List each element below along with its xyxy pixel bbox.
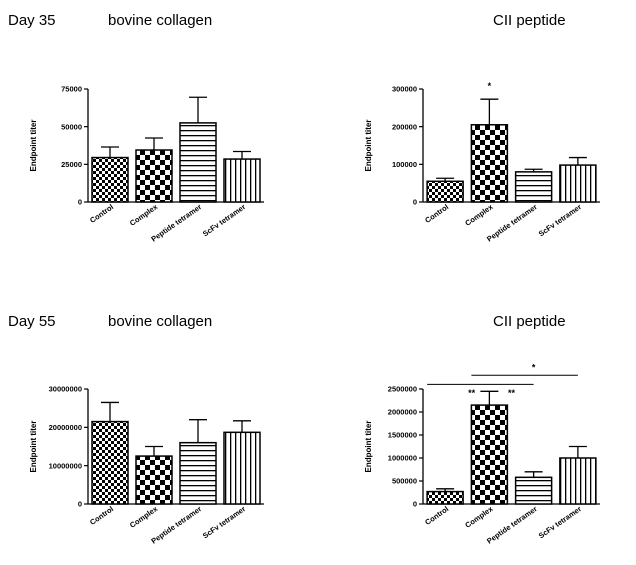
significance-marker: * [532,363,536,373]
category-label: ScFv tetramer [537,202,583,238]
category-label: Complex [128,202,160,228]
bar-complex [470,404,509,505]
y-tick-label: 0 [78,500,82,509]
y-axis-label: Endpoint titer [29,421,38,473]
y-tick-label: 50000 [61,122,82,131]
category-label: Complex [463,504,495,530]
chart-panel-2: 0 10000000 20000000 30000000 Endpoint titer C… [29,385,264,546]
day35-bovine-title: bovine collagen [108,12,213,29]
y-tick-label: 30000000 [49,385,82,394]
category-label: Control [423,504,450,527]
bar-control [426,180,464,203]
chart-panel-0: 0 25000 50000 75000 Endpoint titer Control Com… [29,85,264,244]
category-label: Complex [463,202,495,228]
y-tick-label: 1000000 [388,454,417,463]
bar-scfv-tetramer [223,158,261,203]
bar-control [426,490,464,505]
bar-peptide-tetramer [179,441,217,505]
significance-marker: ** [508,388,516,398]
bar-scfv-tetramer [223,431,261,505]
chart-panel-1: 0 100000 200000 300000 Endpoint titer Control… [364,81,600,244]
day55-label: Day 55 [8,313,56,330]
y-tick-label: 10000000 [49,461,82,470]
category-label: Complex [128,504,160,530]
bar-peptide-tetramer [179,122,217,203]
y-tick-label: 500000 [392,477,417,486]
day35-label: Day 35 [8,12,56,29]
bar-scfv-tetramer [559,164,597,203]
y-tick-label: 2500000 [388,385,417,394]
y-tick-label: 0 [78,198,82,207]
category-label: ScFv tetramer [201,202,247,238]
y-tick-label: 0 [413,500,417,509]
bar-peptide-tetramer [514,171,553,203]
category-label: ScFv tetramer [537,504,583,540]
bar-complex [470,124,509,203]
y-tick-label: 25000 [61,160,82,169]
y-tick-label: 100000 [392,160,417,169]
bar-complex [135,455,173,505]
day35-cii-title: CII peptide [493,12,566,29]
bar-scfv-tetramer [559,457,597,505]
y-tick-label: 1500000 [388,431,417,440]
category-label: ScFv tetramer [201,504,247,540]
chart-panel-3: 0 500000 1000000 1500000 2000000 2500000 Endpo… [364,363,600,546]
y-tick-label: 200000 [392,122,417,131]
significance-marker: * [488,81,492,91]
y-tick-label: 2000000 [388,408,417,417]
day55-cii-title: CII peptide [493,313,566,330]
category-label: Control [88,504,115,527]
y-axis-label: Endpoint titer [364,421,373,473]
bar-peptide-tetramer [514,476,553,505]
bar-complex [135,149,173,203]
significance-marker: ** [468,388,476,398]
day55-bovine-title: bovine collagen [108,313,213,330]
y-tick-label: 75000 [61,85,82,94]
bar-control [91,156,129,203]
y-axis-label: Endpoint titer [29,120,38,172]
bar-control [91,420,129,505]
category-label: Control [423,202,450,225]
y-tick-label: 20000000 [49,423,82,432]
y-axis-label: Endpoint titer [364,120,373,172]
category-label: Control [88,202,115,225]
y-tick-label: 300000 [392,85,417,94]
y-tick-label: 0 [413,198,417,207]
